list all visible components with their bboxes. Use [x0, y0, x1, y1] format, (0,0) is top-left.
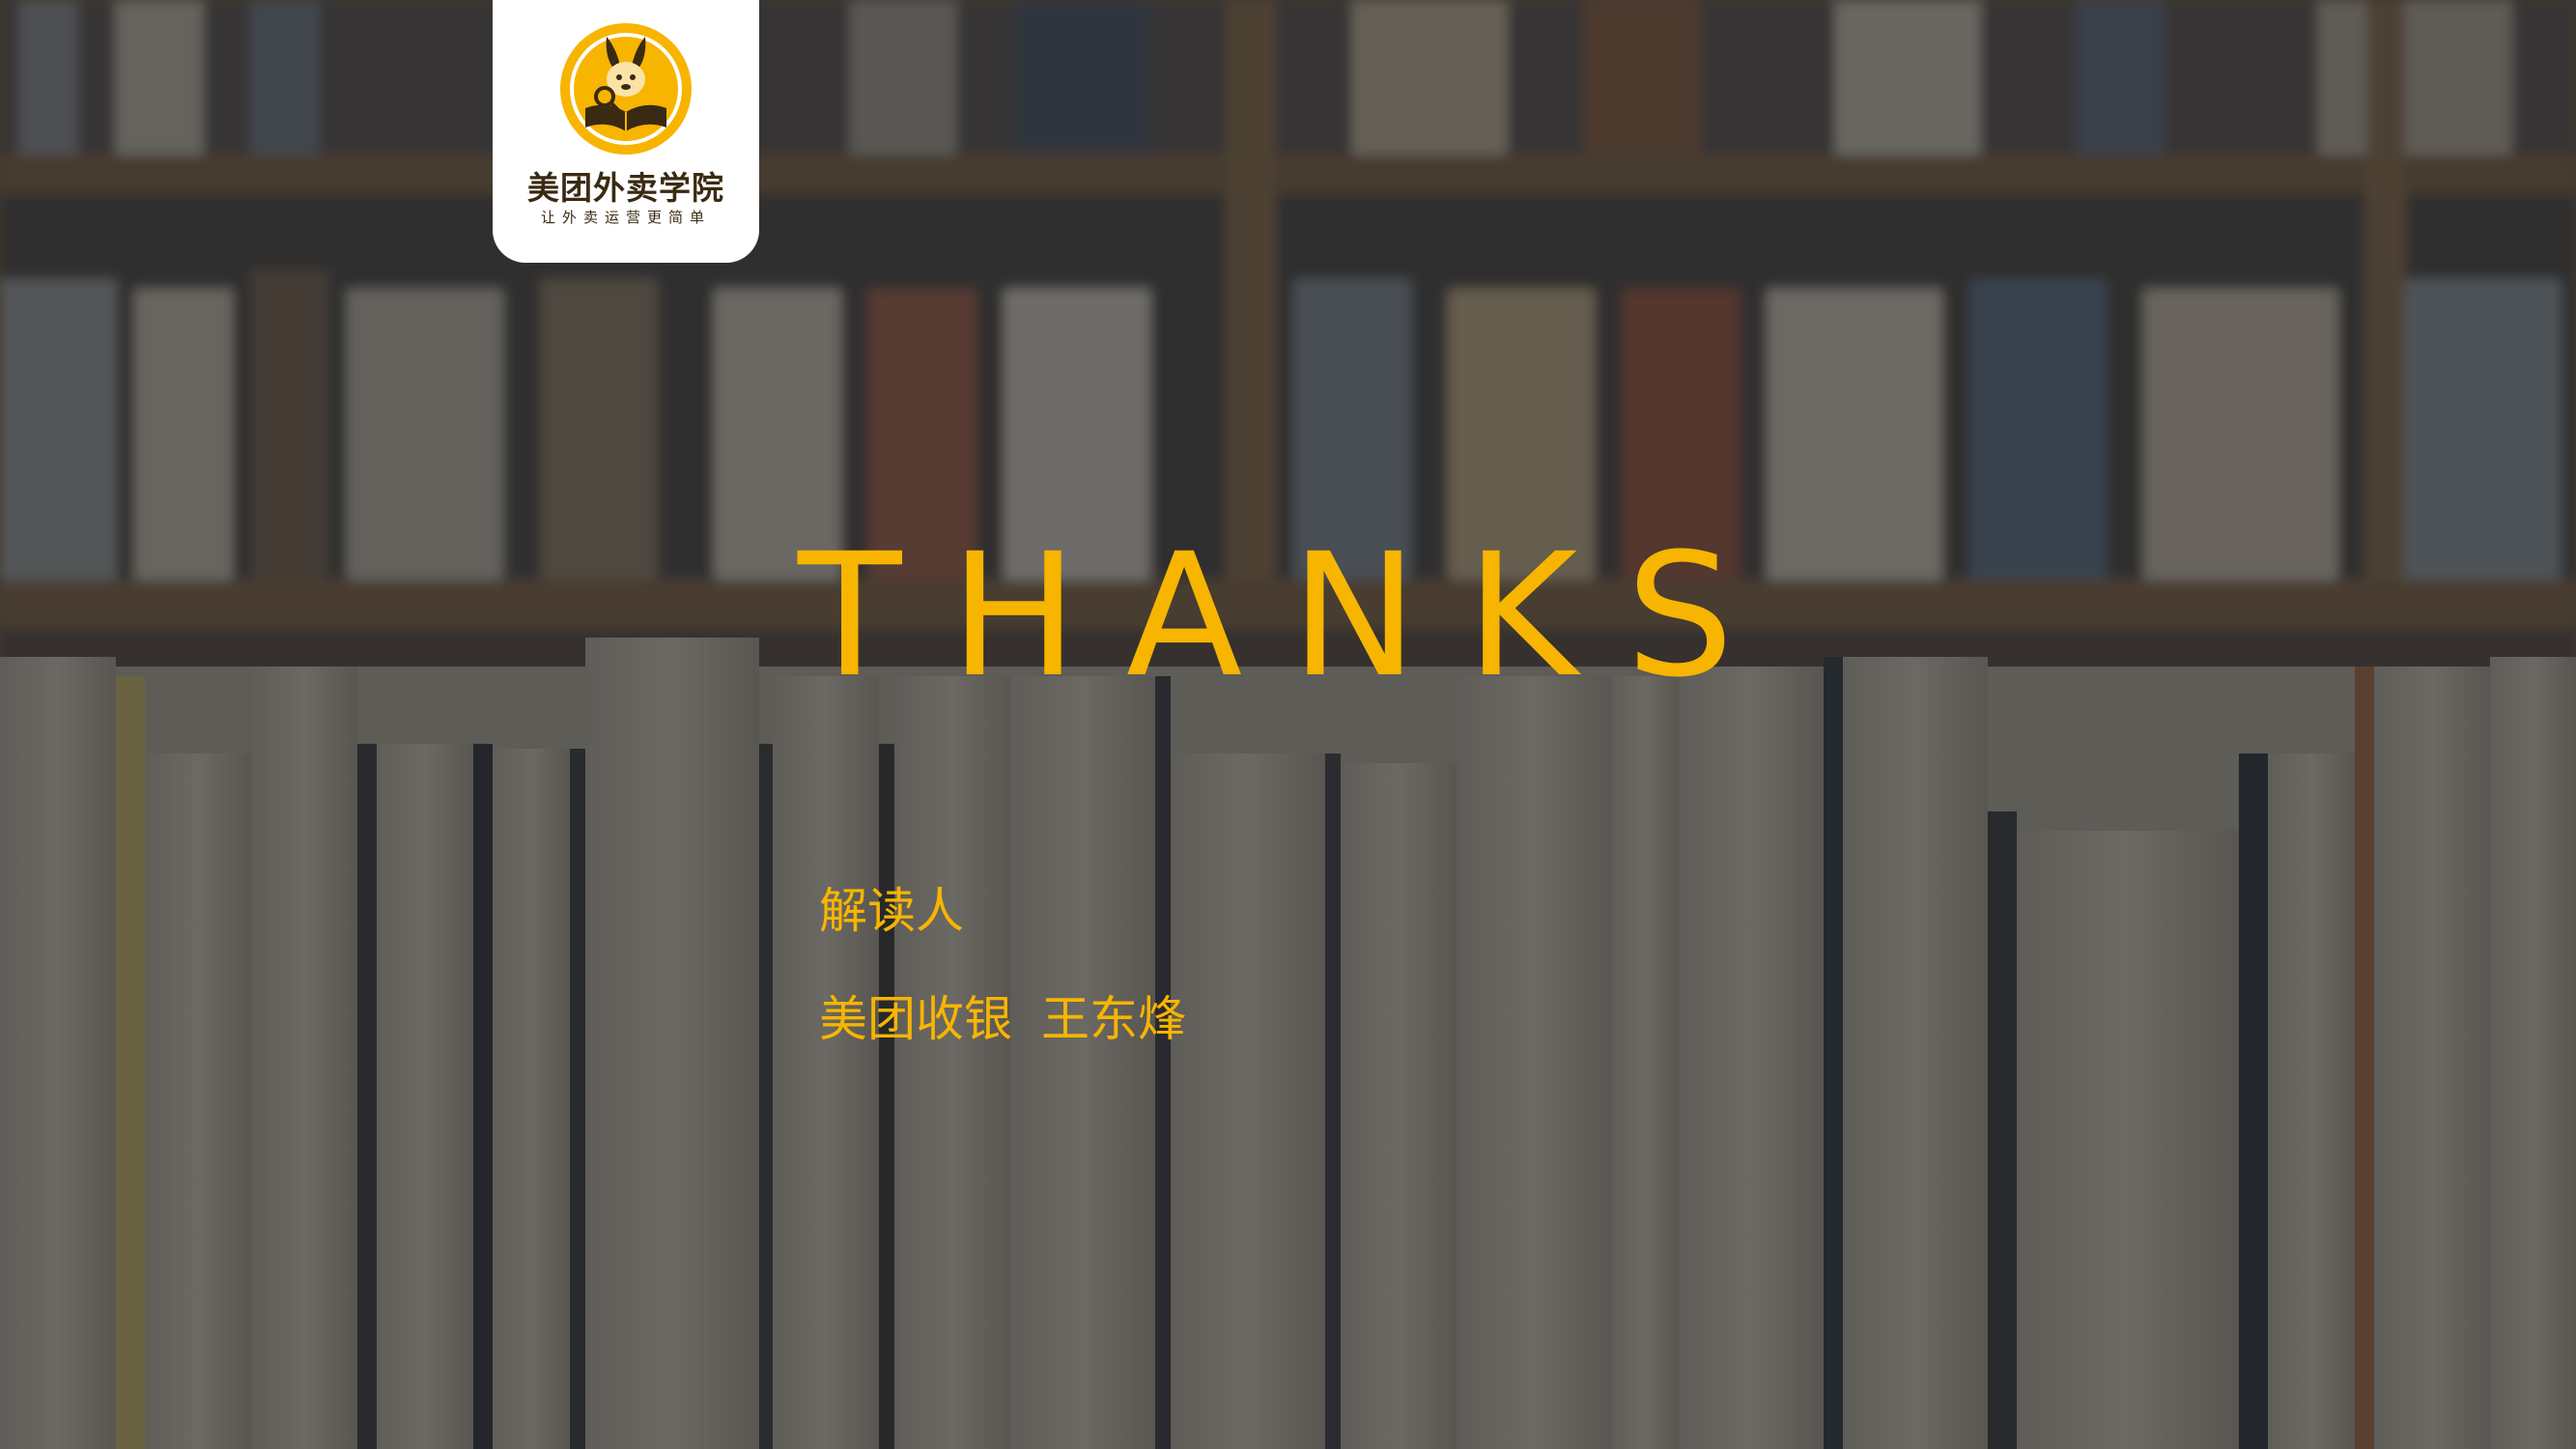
reader-org: 美团收银 [819, 991, 1012, 1047]
reader-credit: 美团收银 王东烽 [819, 995, 1186, 1043]
brand-slogan: 让外卖运营更简单 [540, 209, 711, 226]
brand-name: 美团外卖学院 [527, 169, 724, 207]
thanks-title: THANKS [798, 517, 1783, 715]
brand-logo-card: 美团外卖学院 让外卖运营更简单 [493, 0, 759, 263]
reader-label: 解读人 [819, 883, 964, 939]
reader-person: 王东烽 [1041, 991, 1186, 1047]
kangaroo-reading-book-icon [560, 23, 692, 155]
